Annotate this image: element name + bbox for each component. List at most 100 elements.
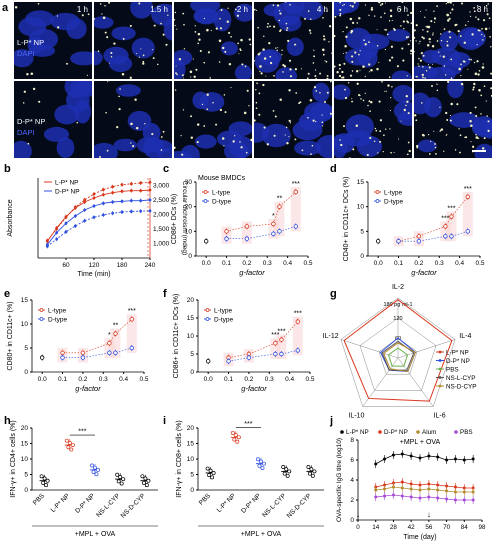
y-tick-label: 5 [360, 228, 364, 235]
series-line-cd-blue [47, 210, 151, 247]
data-point [141, 480, 146, 485]
data-point [55, 231, 59, 235]
data-point [260, 466, 265, 470]
data-point [121, 477, 126, 482]
y-tick-label: 30 [185, 179, 193, 186]
x-tick-label: 180 [117, 262, 128, 269]
data-point [92, 196, 96, 200]
legend-label: NS-D-CYP [446, 384, 476, 391]
y-axis-label: IFN-γ+ in CD4+ cells (%) [10, 420, 17, 497]
x-tick-label: 240 [145, 262, 156, 269]
x-tick-label: 0.2 [244, 376, 253, 383]
chart-title: Mouse BMDCs [198, 175, 246, 182]
micrograph-tile [174, 81, 252, 158]
data-point [70, 443, 75, 447]
series-line-abs-blue [46, 199, 151, 245]
x-tick-label: 0.3 [263, 260, 272, 267]
series-line-D-type [226, 226, 296, 240]
significance-marker: *** [277, 329, 285, 336]
y-tick-label: 2 [350, 497, 354, 504]
panel-letter: i [163, 415, 166, 427]
legend-marker [454, 430, 458, 434]
radar-ring-label: 60 [395, 336, 401, 342]
y-tick-label: 20 [21, 425, 29, 432]
x-tick-label: 0.5 [305, 376, 314, 383]
x-tick-label: 70 [443, 524, 451, 531]
data-point [66, 445, 71, 450]
data-point [449, 214, 454, 219]
data-point [230, 430, 235, 435]
x-tick-label: 0.3 [435, 260, 444, 267]
panel-letter: h [4, 415, 11, 427]
data-point [293, 189, 298, 195]
series-line-abs-red [46, 189, 151, 242]
legend-label: D-type [48, 317, 68, 324]
radar-axis-label: IL-6 [434, 412, 446, 419]
data-point [246, 355, 252, 360]
data-point [90, 463, 94, 468]
data-point [64, 215, 68, 219]
data-point [111, 211, 115, 215]
legend-marker [438, 367, 442, 371]
significance-marker: ** [277, 196, 283, 203]
y-axis-label: CD80+ in CD11c+ (%) [7, 301, 14, 370]
y-axis-label: CD86+ DCs (%) [171, 194, 178, 244]
data-point [383, 457, 387, 461]
data-point [83, 219, 87, 223]
data-point [139, 209, 143, 213]
y2-axis-label: Circular dichroism (mdeg) [181, 181, 188, 255]
micrograph-tile: 4 h [254, 2, 332, 79]
x-category-label: D-P* NP [74, 492, 96, 514]
radar-series-4 [383, 342, 417, 373]
data-point [465, 194, 470, 199]
y-tick-label: 15 [21, 441, 29, 448]
data-point [471, 457, 475, 461]
y-axis-label: IFN-γ+ in CD8+ cells (%) [176, 420, 183, 497]
radar-ring [340, 297, 456, 407]
panel-letter: g [330, 288, 337, 300]
data-point [60, 355, 65, 360]
data-point [271, 231, 276, 236]
data-point [409, 482, 413, 486]
data-point [259, 459, 263, 464]
data-point [67, 440, 72, 445]
legend-marker [416, 430, 420, 434]
data-point [92, 204, 96, 208]
radar-spoke [362, 357, 399, 407]
legend-label: NS-L-CYP [446, 375, 475, 382]
highlight-box [223, 352, 234, 367]
series-line-0 [375, 453, 474, 465]
data-point [139, 199, 143, 203]
x-axis-label: g-factor [411, 268, 437, 277]
np-label: D-P* NP [17, 117, 46, 126]
data-point [129, 317, 134, 322]
data-point [281, 465, 286, 469]
data-point [374, 485, 378, 489]
legend-marker [39, 308, 44, 312]
y-tick-label: 20 [185, 204, 193, 211]
data-point [39, 474, 44, 479]
data-point [400, 486, 404, 490]
time-label: 1 h [76, 5, 88, 14]
y-tick-label: 0 [190, 369, 194, 376]
x-category-label: L-P* NP [50, 492, 72, 514]
highlight-box [393, 236, 404, 247]
legend-label: L-P* NP [346, 429, 369, 436]
legend-marker [205, 308, 210, 312]
data-point [55, 237, 59, 241]
series-line-D-type [228, 350, 298, 362]
y-tick-label: 10 [185, 228, 193, 235]
radar-unit: 180 pg ml-1 [383, 302, 412, 308]
data-point [462, 490, 466, 494]
data-point [391, 481, 395, 485]
data-point [462, 486, 466, 490]
data-point [391, 493, 395, 497]
legend-label: D-type [214, 317, 234, 324]
data-point [279, 351, 284, 357]
data-point [287, 469, 292, 474]
data-point [93, 465, 97, 470]
x-tick-label: 0.5 [475, 260, 484, 267]
data-point [45, 478, 50, 483]
data-point [55, 227, 59, 231]
data-point [119, 481, 124, 486]
